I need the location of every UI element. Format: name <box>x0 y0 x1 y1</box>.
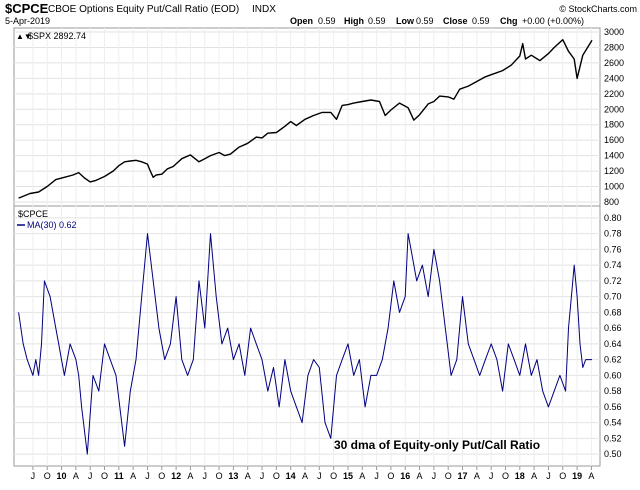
y-tick-label: 1600 <box>604 135 624 145</box>
copyright-label: © StockCharts.com <box>559 4 637 14</box>
chart-annotation: 30 dma of Equity-only Put/Call Ratio <box>334 438 540 452</box>
x-tick-label: J <box>31 471 36 481</box>
x-tick-label: A <box>302 471 308 481</box>
y-tick-label: 2000 <box>604 104 624 114</box>
x-tick-label: 19 <box>572 471 582 481</box>
cpce-ma-line <box>18 233 592 455</box>
ohlc-chg-label: Chg <box>500 16 518 26</box>
y-tick-label: 1200 <box>604 166 624 176</box>
y-tick-label: 0.58 <box>604 386 622 396</box>
x-tick-label: O <box>158 471 165 481</box>
x-tick-label: A <box>245 471 251 481</box>
date-label: 5-Apr-2019 <box>5 16 50 26</box>
top-legend: ▲▼ $SPX 2892.74 <box>16 31 86 41</box>
grid-layer <box>14 28 600 466</box>
y-tick-label: 0.56 <box>604 402 622 412</box>
ohlc-low-value: 0.59 <box>416 16 434 26</box>
x-tick-label: 12 <box>171 471 181 481</box>
bottom-panel-frame <box>13 205 601 467</box>
ohlc-open-label: Open <box>290 16 313 26</box>
x-tick-label: J <box>260 471 265 481</box>
x-tick-label: A <box>130 471 136 481</box>
spx-legend: $SPX 2892.74 <box>28 31 86 41</box>
x-tick-label: O <box>273 471 280 481</box>
x-tick-label: A <box>359 471 365 481</box>
y-tick-label: 1800 <box>604 120 624 130</box>
x-tick-label: 16 <box>400 471 410 481</box>
x-tick-label: J <box>374 471 379 481</box>
y-tick-label: 0.74 <box>604 260 622 270</box>
x-tick-label: 10 <box>57 471 67 481</box>
x-tick-label: A <box>187 471 193 481</box>
x-tick-label: O <box>502 471 509 481</box>
x-tick-label: O <box>44 471 51 481</box>
x-tick-label: O <box>101 471 108 481</box>
ohlc-close-value: 0.59 <box>472 16 490 26</box>
y-tick-label: 0.54 <box>604 418 622 428</box>
y-tick-label: 0.66 <box>604 323 622 333</box>
y-tick-label: 2400 <box>604 73 624 83</box>
x-tick-label: A <box>474 471 480 481</box>
x-tick-label: A <box>73 471 79 481</box>
ohlc-high-label: High <box>344 16 364 26</box>
y-tick-label: 2200 <box>604 89 624 99</box>
spx-legend-icon: ▲▼ <box>16 32 32 41</box>
x-tick-label: 18 <box>515 471 525 481</box>
y-tick-label: 0.50 <box>604 449 622 459</box>
x-tick-label: O <box>330 471 337 481</box>
axis-layer: 800 1000 1200 1400 1600 1800 2000 2200 2400 2600 2… <box>31 27 624 481</box>
x-tick-label: J <box>317 471 322 481</box>
ohlc-high-value: 0.59 <box>368 16 386 26</box>
x-tick-label: O <box>559 471 566 481</box>
y-tick-label: 0.78 <box>604 229 622 239</box>
y-tick-label: 2600 <box>604 58 624 68</box>
x-tick-label: A <box>588 471 594 481</box>
y-tick-label: 0.76 <box>604 244 622 254</box>
y-tick-label: 0.80 <box>604 213 622 223</box>
x-tick-label: 13 <box>228 471 238 481</box>
y-tick-label: 1000 <box>604 182 624 192</box>
ohlc-low-label: Low <box>396 16 415 26</box>
symbol-description: CBOE Options Equity Put/Call Ratio (EOD) <box>48 4 239 15</box>
y-tick-label: 2800 <box>604 42 624 52</box>
y-tick-label: 0.70 <box>604 292 622 302</box>
symbol-title: $CPCE <box>5 1 49 16</box>
x-tick-label: J <box>546 471 551 481</box>
bottom-legend: $CPCE MA(30) 0.62 <box>17 209 77 230</box>
x-tick-label: 17 <box>458 471 468 481</box>
y-tick-label: 1400 <box>604 151 624 161</box>
y-tick-label: 0.60 <box>604 370 622 380</box>
y-tick-label: 0.72 <box>604 276 622 286</box>
x-tick-label: J <box>432 471 437 481</box>
x-tick-label: 14 <box>286 471 296 481</box>
x-tick-label: J <box>145 471 150 481</box>
x-tick-label: O <box>387 471 394 481</box>
y-tick-label: 0.62 <box>604 355 622 365</box>
ohlc-chg-value: +0.00 (+0.00%) <box>522 16 584 26</box>
series-layer <box>18 39 593 455</box>
x-tick-label: J <box>88 471 93 481</box>
y-tick-label: 800 <box>604 197 619 207</box>
y-tick-label: 3000 <box>604 27 624 37</box>
x-tick-label: O <box>216 471 223 481</box>
ohlc-open-value: 0.59 <box>318 16 336 26</box>
x-tick-label: J <box>489 471 494 481</box>
spx-price-line <box>18 39 593 199</box>
x-tick-label: A <box>417 471 423 481</box>
y-tick-label: 0.64 <box>604 339 622 349</box>
x-tick-label: A <box>531 471 537 481</box>
cpce-legend: $CPCE <box>18 209 48 219</box>
x-tick-label: O <box>445 471 452 481</box>
x-tick-label: 15 <box>343 471 353 481</box>
ohlc-close-label: Close <box>443 16 468 26</box>
ma-legend: MA(30) 0.62 <box>27 220 77 230</box>
x-tick-label: J <box>203 471 208 481</box>
x-tick-label: 11 <box>114 471 124 481</box>
y-tick-label: 0.52 <box>604 433 622 443</box>
exchange-label: INDX <box>252 4 276 15</box>
top-panel-frame <box>13 27 601 207</box>
y-tick-label: 0.68 <box>604 307 622 317</box>
